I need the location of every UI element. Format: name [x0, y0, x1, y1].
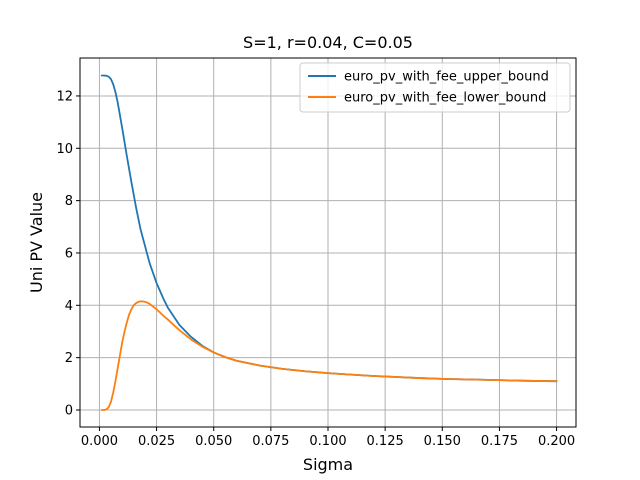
legend-label-upper-bound: euro_pv_with_fee_upper_bound	[344, 70, 549, 85]
y-tick-label: 4	[65, 299, 73, 314]
y-tick-label: 6	[65, 246, 73, 261]
y-tick-label: 12	[56, 89, 73, 104]
x-tick-label: 0.100	[309, 434, 346, 449]
x-axis-label: Sigma	[303, 455, 353, 474]
x-tick-label: 0.025	[138, 434, 175, 449]
series-lines	[100, 74, 558, 411]
x-tick-label: 0.125	[367, 434, 404, 449]
x-tick-label: 0.200	[538, 434, 575, 449]
chart-title: S=1, r=0.04, C=0.05	[243, 33, 413, 52]
legend-box	[299, 62, 571, 113]
x-tick-label: 0.050	[195, 434, 232, 449]
x-tick-label: 0.075	[252, 434, 289, 449]
y-tick-label: 2	[65, 351, 73, 366]
series-line-lower-bound	[100, 300, 558, 411]
axis-ticks: 0.000 0.025 0.050 0.075 0.100 0.125 0.150 0.175…	[56, 89, 575, 449]
x-tick-label: 0.150	[424, 434, 461, 449]
y-tick-label: 0	[65, 403, 73, 418]
y-tick-label: 8	[65, 194, 73, 209]
y-axis-label: Uni PV Value	[27, 192, 46, 293]
x-tick-label: 0.175	[481, 434, 518, 449]
legend: euro_pv_with_fee_upper_bound euro_pv_wit…	[299, 62, 571, 113]
grid	[80, 58, 576, 427]
y-tick-label: 10	[56, 142, 73, 157]
legend-label-lower-bound: euro_pv_with_fee_lower_bound	[344, 91, 546, 106]
x-tick-label: 0.000	[81, 434, 118, 449]
